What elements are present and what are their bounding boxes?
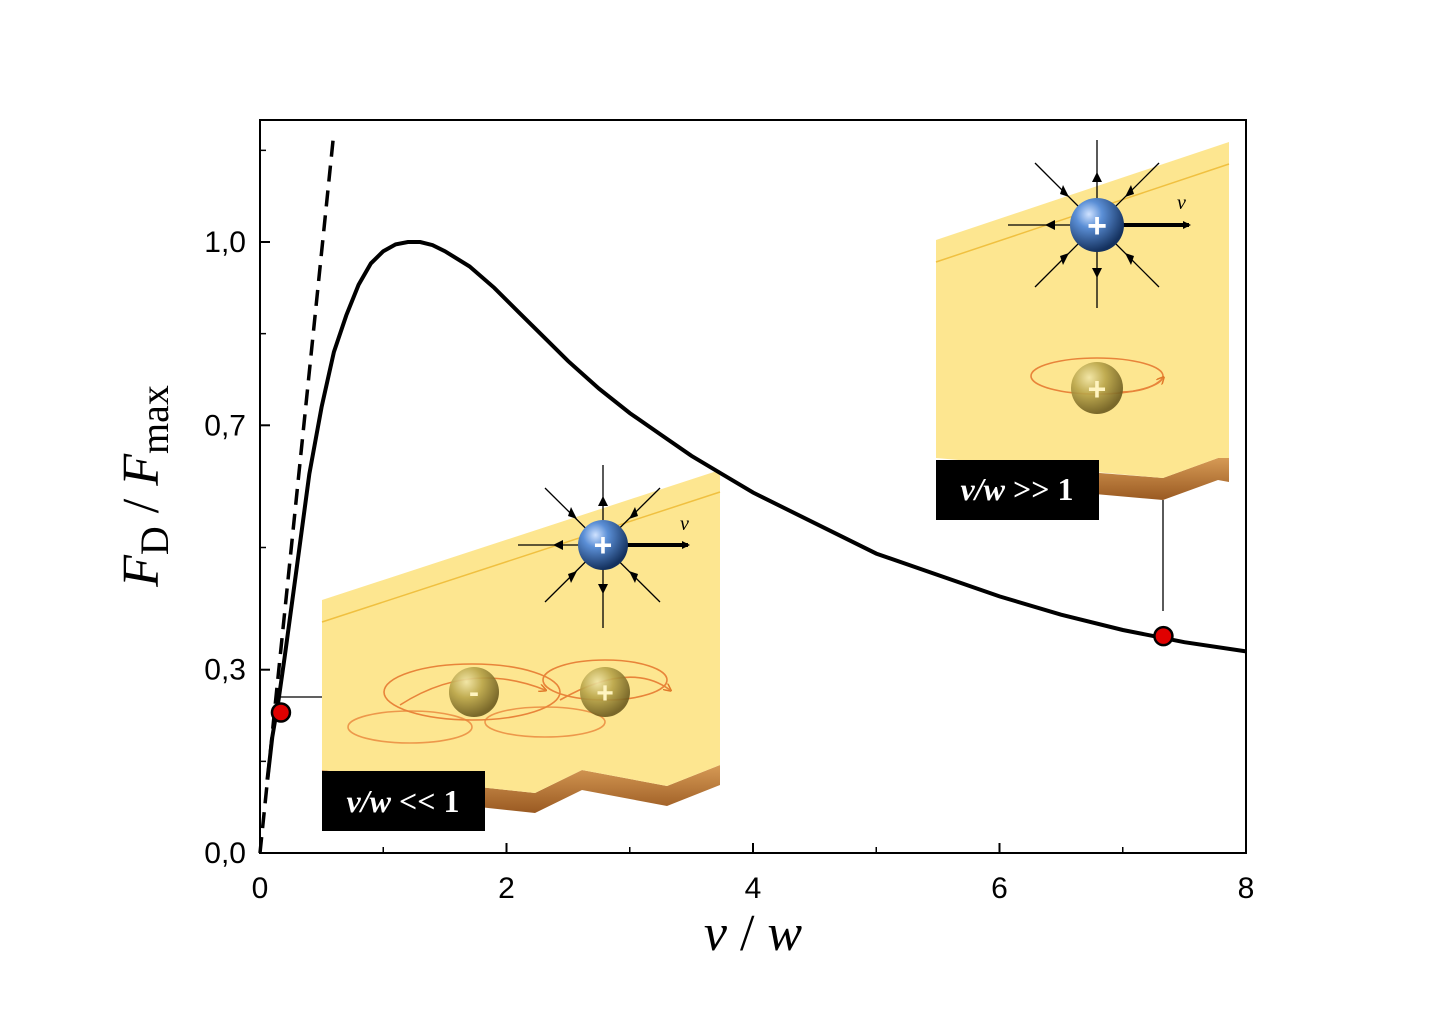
y-tick-label: 0,3 bbox=[204, 654, 246, 687]
x-tick-label: 6 bbox=[991, 872, 1008, 905]
field-arrowheads bbox=[553, 496, 638, 594]
x-tick-label: 8 bbox=[1238, 872, 1255, 905]
metal-plane bbox=[322, 470, 720, 793]
marker-point-1 bbox=[1153, 625, 1174, 647]
image-charge-positive bbox=[1071, 362, 1123, 414]
y-axis-title: FD / Fmax bbox=[113, 385, 177, 588]
image-charge-negative bbox=[449, 667, 499, 717]
x-tick-label: 4 bbox=[745, 872, 762, 905]
inset-low-label-box bbox=[322, 771, 485, 831]
y-tick-label: 0,7 bbox=[204, 409, 246, 442]
ion-sign: + bbox=[594, 527, 613, 563]
x-tick-label: 0 bbox=[252, 872, 269, 905]
inset-low-label: v/w << 1 bbox=[347, 783, 460, 819]
inset-low-velocity: - + v + v/w << 1 bbox=[321, 465, 721, 831]
ion-sign: + bbox=[1087, 207, 1107, 245]
points-layer bbox=[270, 625, 1174, 723]
y-tick-label: 1,0 bbox=[204, 226, 246, 259]
plane-highlight bbox=[321, 491, 721, 623]
image-charge-positive bbox=[580, 667, 630, 717]
marker-point-0 bbox=[270, 702, 292, 723]
image-charge-positive-sign: + bbox=[596, 677, 614, 710]
field-arrowheads bbox=[1045, 172, 1134, 278]
x-axis-title: v / w bbox=[704, 905, 803, 962]
inset-high-label: v/w >> 1 bbox=[961, 471, 1074, 507]
ion bbox=[578, 520, 628, 570]
inset-high-label-box bbox=[936, 460, 1099, 520]
series-dashed-line bbox=[258, 131, 336, 854]
y-tick-label: 0,0 bbox=[204, 837, 246, 870]
velocity-label: v bbox=[1177, 192, 1186, 214]
ion bbox=[1070, 198, 1124, 252]
velocity-label: v bbox=[680, 513, 689, 535]
series-solid-line bbox=[265, 240, 1247, 780]
ticks-layer: 0 2 4 6 8 0,0 0,3 0,7 1,0 bbox=[204, 149, 1255, 905]
image-charge-positive-sign: + bbox=[1088, 371, 1107, 407]
x-tick-label: 2 bbox=[498, 872, 515, 905]
inset-high-velocity: + v + v/w >> 1 bbox=[935, 140, 1230, 520]
series-layer bbox=[258, 131, 1247, 854]
image-charge-negative-sign: - bbox=[469, 676, 479, 709]
